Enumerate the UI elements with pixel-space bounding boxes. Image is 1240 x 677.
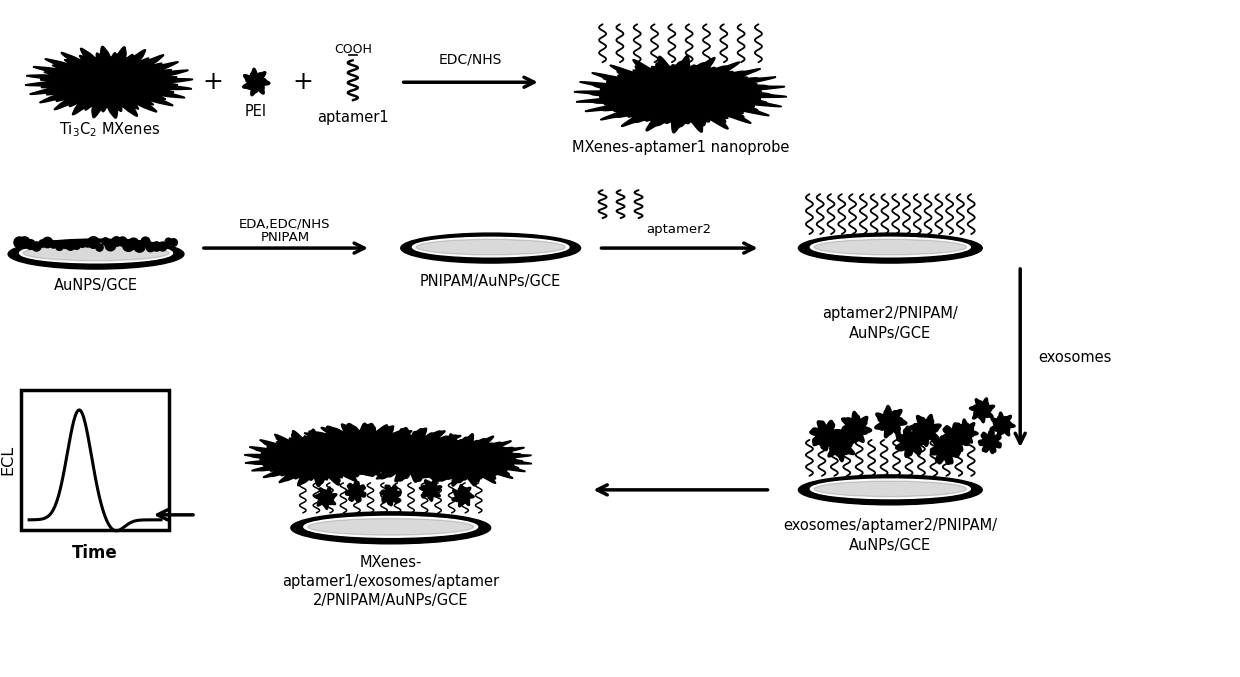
Ellipse shape (811, 238, 970, 257)
Text: MXenes-aptamer1 nanoprobe: MXenes-aptamer1 nanoprobe (572, 140, 789, 155)
Text: aptamer2: aptamer2 (646, 223, 711, 236)
Polygon shape (346, 481, 366, 502)
Text: EDA,EDC/NHS: EDA,EDC/NHS (239, 217, 331, 230)
Text: PNIPAM/AuNPs/GCE: PNIPAM/AuNPs/GCE (420, 274, 562, 289)
Text: exosomes/aptamer2/PNIPAM/
AuNPs/GCE: exosomes/aptamer2/PNIPAM/ AuNPs/GCE (784, 518, 997, 552)
Ellipse shape (799, 233, 982, 263)
Text: +: + (293, 70, 314, 94)
Polygon shape (940, 423, 970, 453)
Polygon shape (978, 431, 1001, 454)
Polygon shape (419, 479, 441, 501)
Polygon shape (451, 485, 474, 507)
Polygon shape (243, 68, 270, 95)
Ellipse shape (417, 239, 565, 255)
Polygon shape (393, 434, 532, 486)
Text: PEI: PEI (244, 104, 267, 119)
Ellipse shape (308, 519, 474, 535)
Text: AuNPS/GCE: AuNPS/GCE (55, 278, 138, 293)
Ellipse shape (304, 517, 477, 538)
Polygon shape (895, 427, 926, 458)
Text: ECL: ECL (0, 445, 15, 475)
Polygon shape (823, 429, 857, 462)
Polygon shape (930, 435, 960, 464)
Text: EDC/NHS: EDC/NHS (439, 52, 502, 66)
Text: PNIPAM: PNIPAM (260, 231, 310, 244)
Ellipse shape (413, 238, 569, 257)
Ellipse shape (401, 233, 580, 263)
Text: Time: Time (72, 544, 118, 562)
Text: aptamer1: aptamer1 (317, 110, 388, 125)
Bar (21, 390, 169, 530)
Text: +: + (202, 70, 223, 94)
Polygon shape (244, 429, 387, 487)
Polygon shape (839, 412, 872, 443)
Ellipse shape (813, 481, 967, 497)
Polygon shape (909, 414, 941, 446)
Polygon shape (810, 420, 841, 451)
Polygon shape (574, 56, 787, 133)
Polygon shape (289, 423, 433, 477)
Text: COOH: COOH (334, 43, 372, 56)
Polygon shape (25, 46, 192, 118)
Text: aptamer2/PNIPAM/
AuNPs/GCE: aptamer2/PNIPAM/ AuNPs/GCE (822, 306, 959, 341)
Ellipse shape (24, 245, 169, 261)
Ellipse shape (20, 243, 172, 263)
Ellipse shape (811, 479, 970, 498)
Polygon shape (340, 428, 481, 482)
Polygon shape (875, 406, 906, 438)
Polygon shape (970, 398, 994, 422)
Ellipse shape (813, 239, 967, 255)
Text: MXenes-
aptamer1/exosomes/aptamer
2/PNIPAM/AuNPs/GCE: MXenes- aptamer1/exosomes/aptamer 2/PNIP… (283, 555, 500, 608)
Polygon shape (379, 485, 402, 506)
Polygon shape (954, 419, 978, 444)
Polygon shape (315, 487, 337, 509)
Polygon shape (990, 412, 1016, 437)
Text: exosomes: exosomes (1038, 351, 1111, 366)
Ellipse shape (799, 475, 982, 505)
Text: Ti$_3$C$_2$ MXenes: Ti$_3$C$_2$ MXenes (58, 121, 160, 139)
Ellipse shape (291, 512, 491, 544)
Ellipse shape (9, 239, 184, 269)
